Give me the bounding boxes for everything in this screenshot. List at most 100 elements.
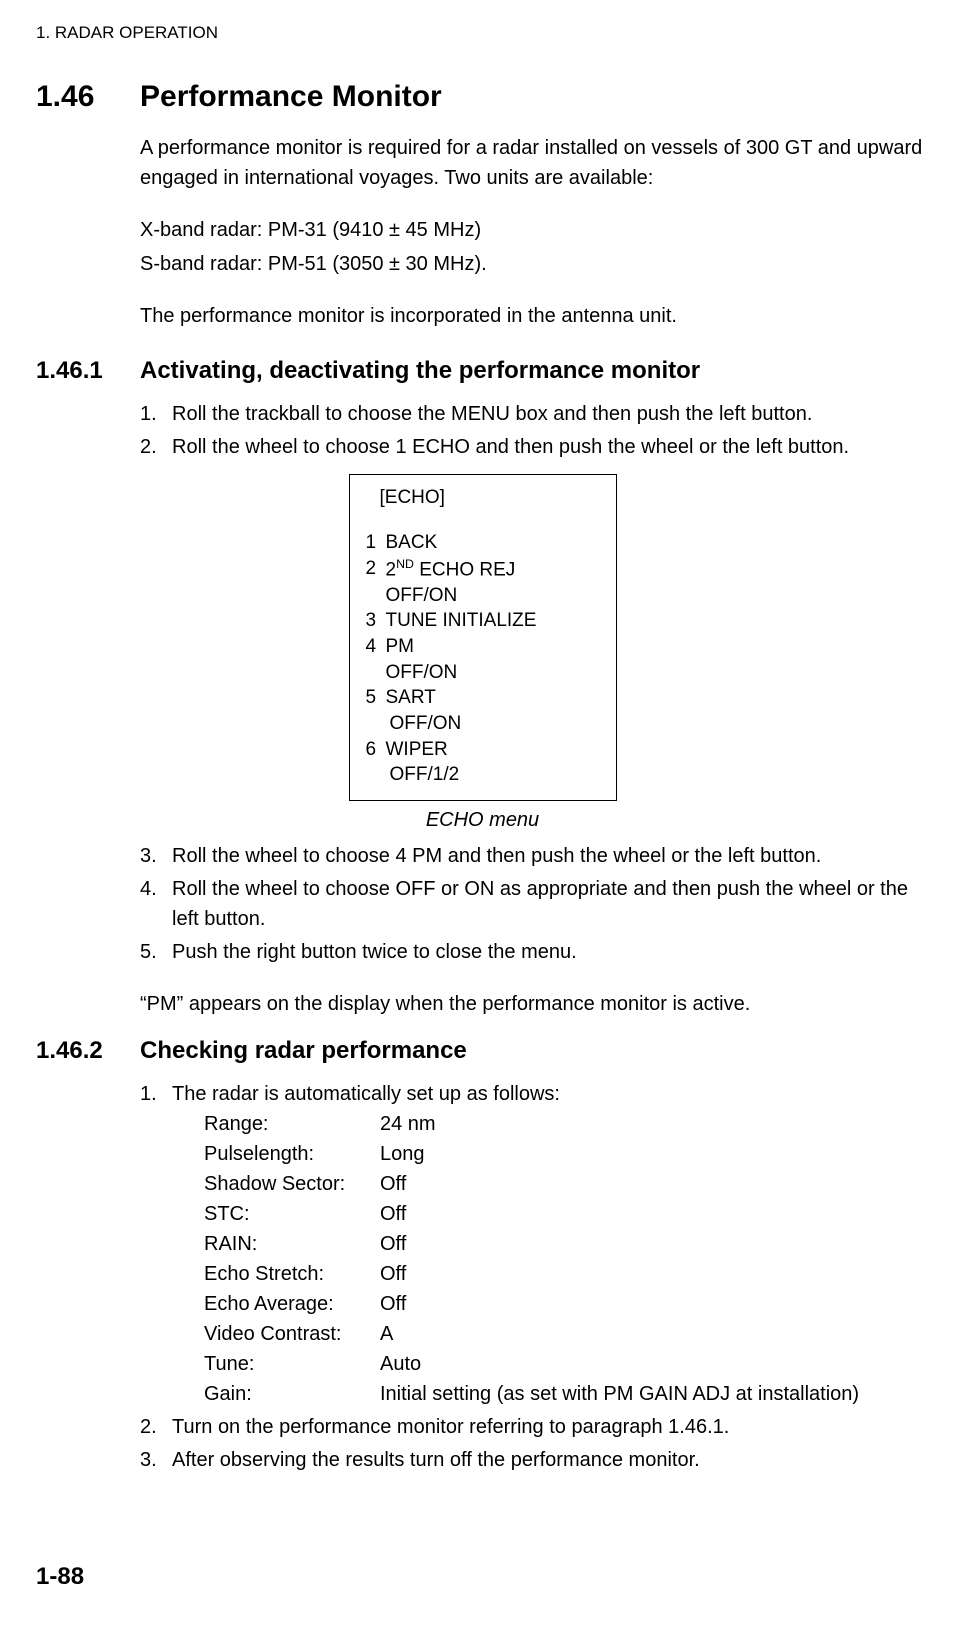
page-header: 1. RADAR OPERATION: [36, 20, 929, 46]
subsection-1-steps-top: 1. Roll the trackball to choose the MENU…: [140, 399, 929, 462]
section-title: Performance Monitor: [140, 80, 442, 113]
menu-item-text-a: 2: [386, 559, 397, 580]
setup-row: STC:Off: [204, 1199, 929, 1229]
step-number: 4.: [140, 874, 172, 934]
setup-row: Video Contrast:A: [204, 1319, 929, 1349]
subsection-1-heading: 1.46.1Activating, deactivating the perfo…: [36, 353, 929, 389]
setup-row: Pulselength:Long: [204, 1139, 929, 1169]
menu-item-number: 6: [366, 737, 386, 763]
menu-item: 1 BACK: [366, 530, 604, 556]
menu-title: [ECHO]: [380, 485, 604, 511]
setup-label: Gain:: [204, 1379, 380, 1409]
page-number: 1-88: [36, 1559, 84, 1595]
menu-sub: OFF/ON: [386, 583, 604, 609]
menu-item-text-b: ECHO REJ: [414, 559, 515, 580]
menu-item-text: SART: [386, 685, 604, 711]
intro-paragraph-1: A performance monitor is required for a …: [140, 133, 929, 193]
subsection-1-steps-bottom: 3. Roll the wheel to choose 4 PM and the…: [140, 841, 929, 967]
section-content: A performance monitor is required for a …: [140, 133, 929, 331]
step-text: After observing the results turn off the…: [172, 1445, 929, 1475]
menu-sub: OFF/ON: [386, 660, 604, 686]
step-text: The radar is automatically set up as fol…: [172, 1079, 929, 1409]
menu-item: 6 WIPER: [366, 737, 604, 763]
step-number: 2.: [140, 1412, 172, 1442]
menu-sub: OFF/ON: [390, 711, 604, 737]
menu-item-text: PM: [386, 634, 604, 660]
step-number: 3.: [140, 841, 172, 871]
menu-item-text: WIPER: [386, 737, 604, 763]
setup-label: STC:: [204, 1199, 380, 1229]
step-1-intro: The radar is automatically set up as fol…: [172, 1083, 560, 1105]
list-item: 2. Roll the wheel to choose 1 ECHO and t…: [140, 432, 929, 462]
setup-value: Off: [380, 1169, 929, 1199]
step-number: 3.: [140, 1445, 172, 1475]
menu-item: 5 SART: [366, 685, 604, 711]
setup-value: Off: [380, 1289, 929, 1319]
setup-value: Initial setting (as set with PM GAIN ADJ…: [380, 1379, 929, 1409]
section-number: 1.46: [36, 74, 140, 119]
subsection-2-steps: 1. The radar is automatically set up as …: [140, 1079, 929, 1475]
menu-item: 3 TUNE INITIALIZE: [366, 608, 604, 634]
sband-line: S-band radar: PM-51 (3050 ± 30 MHz).: [140, 249, 929, 279]
list-item: 2. Turn on the performance monitor refer…: [140, 1412, 929, 1442]
section-heading: 1.46Performance Monitor: [36, 74, 929, 119]
menu-item: 2 2ND ECHO REJ: [366, 556, 604, 583]
menu-item-text: 2ND ECHO REJ: [386, 556, 604, 583]
step-text: Push the right button twice to close the…: [172, 937, 929, 967]
setup-value: Off: [380, 1259, 929, 1289]
menu-sub: OFF/1/2: [390, 762, 604, 788]
menu-item-number: 1: [366, 530, 386, 556]
subsection-2-heading: 1.46.2Checking radar performance: [36, 1033, 929, 1069]
setup-value: 24 nm: [380, 1109, 929, 1139]
menu-item-number: 2: [366, 556, 386, 583]
menu-caption: ECHO menu: [36, 805, 929, 835]
menu-item: 4 PM: [366, 634, 604, 660]
setup-value: Auto: [380, 1349, 929, 1379]
setup-row: Range:24 nm: [204, 1109, 929, 1139]
intro-paragraph-2: The performance monitor is incorporated …: [140, 301, 929, 331]
setup-label: Echo Average:: [204, 1289, 380, 1319]
pm-note: “PM” appears on the display when the per…: [140, 989, 929, 1019]
setup-table: Range:24 nm Pulselength:Long Shadow Sect…: [204, 1109, 929, 1409]
menu-superscript: ND: [396, 557, 414, 571]
list-item: 1. Roll the trackball to choose the MENU…: [140, 399, 929, 429]
subsection-1-title: Activating, deactivating the performance…: [140, 357, 700, 384]
setup-label: Pulselength:: [204, 1139, 380, 1169]
menu-item-text: BACK: [386, 530, 604, 556]
subsection-2-title: Checking radar performance: [140, 1037, 467, 1064]
step-number: 1.: [140, 399, 172, 429]
list-item: 4. Roll the wheel to choose OFF or ON as…: [140, 874, 929, 934]
list-item: 3. After observing the results turn off …: [140, 1445, 929, 1475]
setup-row: Tune:Auto: [204, 1349, 929, 1379]
setup-value: Long: [380, 1139, 929, 1169]
menu-item-text: TUNE INITIALIZE: [386, 608, 604, 634]
step-text: Roll the trackball to choose the MENU bo…: [172, 399, 929, 429]
setup-row: RAIN:Off: [204, 1229, 929, 1259]
menu-item-number: 3: [366, 608, 386, 634]
setup-label: Range:: [204, 1109, 380, 1139]
step-number: 1.: [140, 1079, 172, 1409]
list-item: 3. Roll the wheel to choose 4 PM and the…: [140, 841, 929, 871]
echo-menu-box: [ECHO] 1 BACK 2 2ND ECHO REJ OFF/ON 3 TU…: [349, 474, 617, 801]
pm-note-text: “PM” appears on the display when the per…: [140, 989, 929, 1019]
setup-row: Shadow Sector:Off: [204, 1169, 929, 1199]
setup-row: Gain:Initial setting (as set with PM GAI…: [204, 1379, 929, 1409]
subsection-2-number: 1.46.2: [36, 1033, 140, 1069]
setup-row: Echo Average:Off: [204, 1289, 929, 1319]
list-item: 1. The radar is automatically set up as …: [140, 1079, 929, 1409]
setup-label: Tune:: [204, 1349, 380, 1379]
setup-label: RAIN:: [204, 1229, 380, 1259]
setup-label: Video Contrast:: [204, 1319, 380, 1349]
step-text: Roll the wheel to choose 4 PM and then p…: [172, 841, 929, 871]
step-number: 5.: [140, 937, 172, 967]
setup-label: Shadow Sector:: [204, 1169, 380, 1199]
menu-item-number: 4: [366, 634, 386, 660]
step-number: 2.: [140, 432, 172, 462]
setup-row: Echo Stretch:Off: [204, 1259, 929, 1289]
list-item: 5. Push the right button twice to close …: [140, 937, 929, 967]
xband-line: X-band radar: PM-31 (9410 ± 45 MHz): [140, 215, 929, 245]
setup-value: A: [380, 1319, 929, 1349]
main-section: 1.46Performance Monitor A performance mo…: [36, 74, 929, 1475]
step-text: Turn on the performance monitor referrin…: [172, 1412, 929, 1442]
step-text: Roll the wheel to choose OFF or ON as ap…: [172, 874, 929, 934]
